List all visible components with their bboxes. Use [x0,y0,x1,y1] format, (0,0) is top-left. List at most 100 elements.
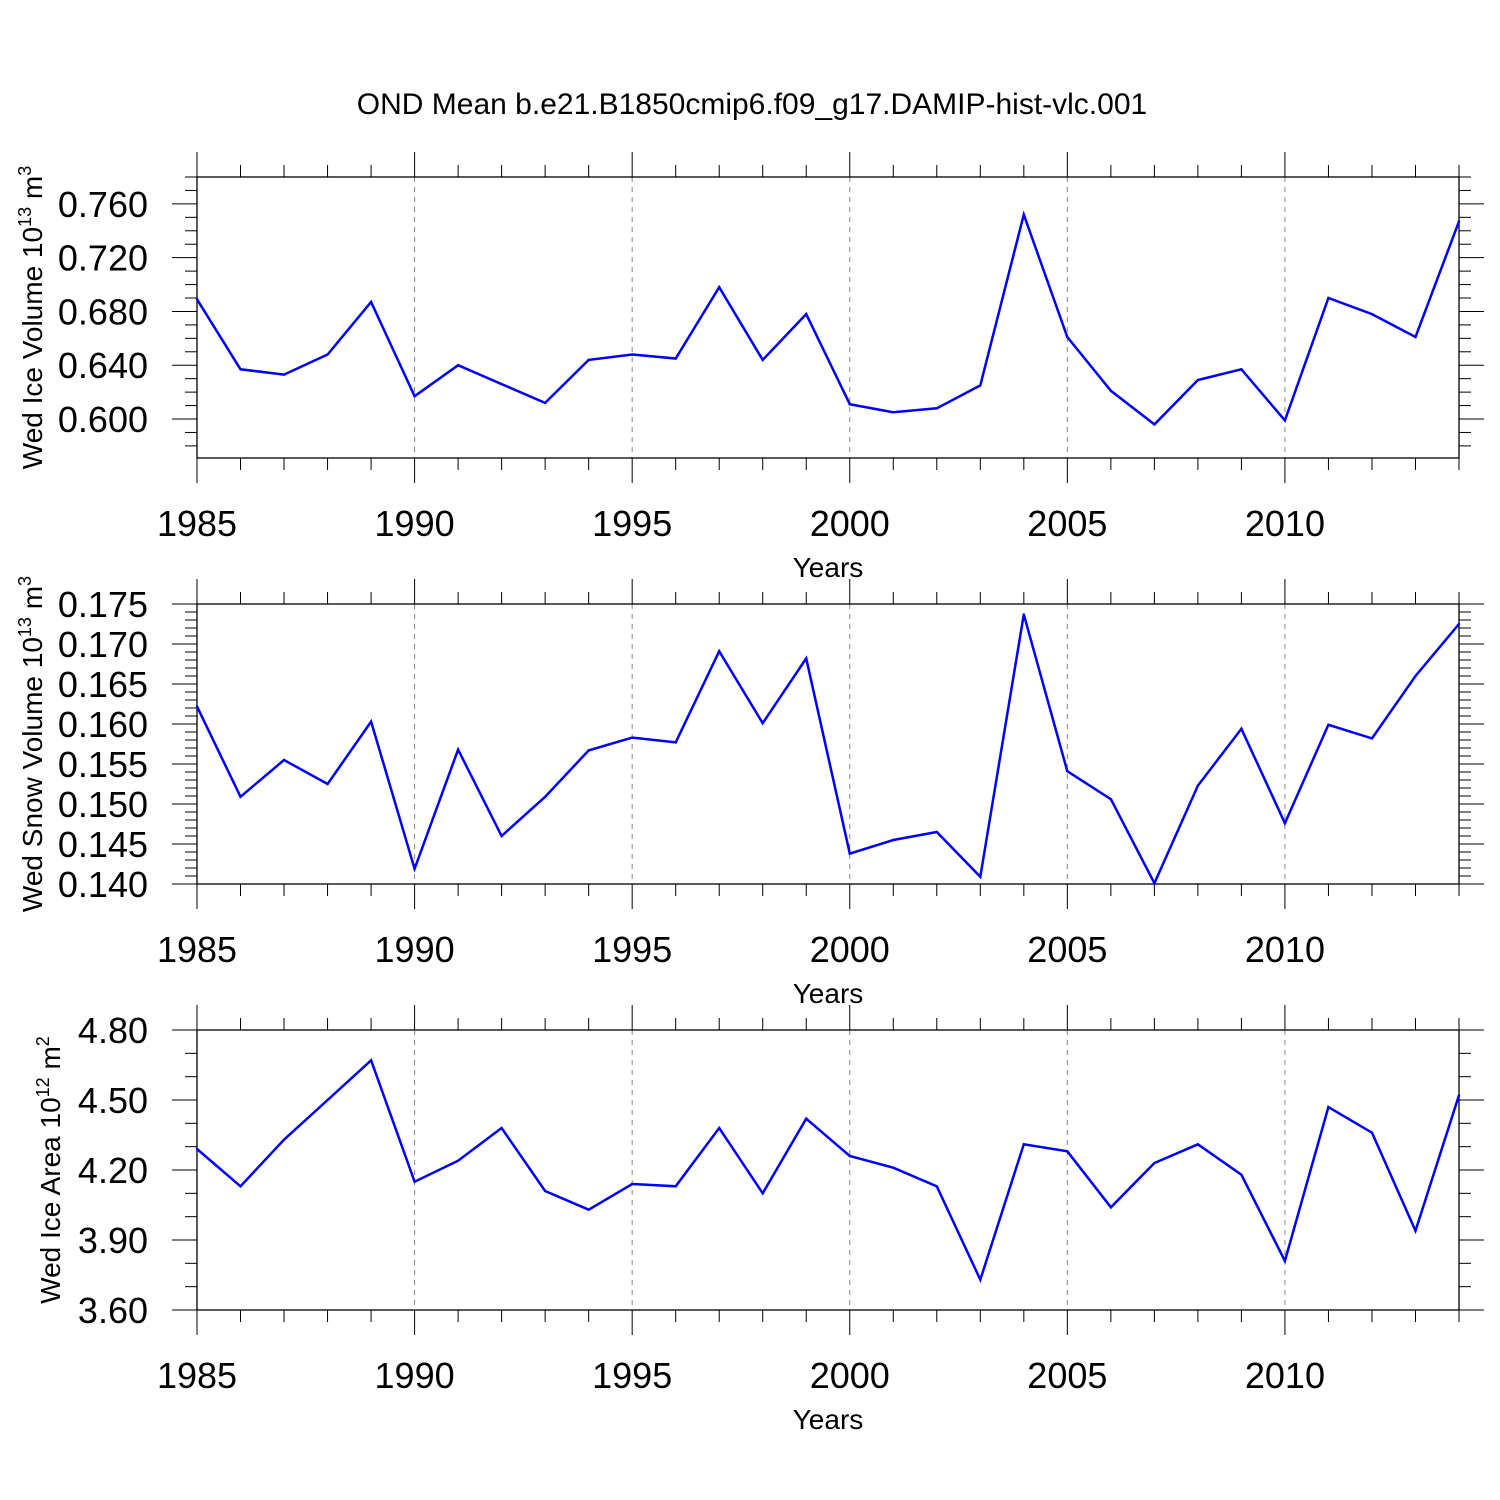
data-point [935,407,938,410]
series-line [196,1058,1461,1284]
data-point [1370,737,1374,740]
y-axis-title-unit: m [35,1046,66,1077]
data-point [848,852,851,855]
x-tick-label: 1995 [592,929,672,970]
data-point [1109,798,1113,801]
data-point [630,1182,634,1186]
data-point [195,1147,199,1151]
data-point [1022,1143,1026,1146]
x-tick-label: 2005 [1027,929,1107,970]
data-point [718,1126,721,1130]
y-tick-label: 0.160 [58,704,148,745]
data-point [1066,335,1069,339]
data-point [1240,368,1243,371]
data-point [587,1208,590,1211]
data-point [630,736,634,739]
x-tick-label: 2000 [810,929,890,970]
data-point [892,838,895,842]
data-point [456,1159,460,1162]
data-point [1327,723,1330,726]
data-point [1153,882,1156,885]
y-axis-title: Wed Ice Volume 1013 m3 [15,166,48,469]
y-tick-label: 0.640 [58,345,148,386]
y-tick-label: 0.175 [58,584,148,625]
y-tick-label: 0.140 [58,864,148,905]
y-tick-label: 0.155 [58,744,148,785]
data-point [1457,220,1461,223]
data-point [500,834,503,838]
figure-title: OND Mean b.e21.B1850cmip6.f09_g17.DAMIP-… [357,88,1147,121]
data-point [369,300,373,304]
data-point [282,373,286,376]
x-tick-label: 2000 [810,503,890,544]
x-tick-label: 2000 [810,1355,890,1396]
data-point [979,875,982,878]
data-point [413,394,416,398]
data-point [761,1192,764,1195]
data-point [282,758,286,762]
chart-panel-3: 3.60 3.90 4.20 4.50 4.80 1985 1990 1995 2000 2005… [33,1005,1484,1435]
x-tick-label: 1990 [375,503,455,544]
data-point [674,357,677,360]
chart-panel-1: 0.600 0.640 0.680 0.720 0.760 1985 1990 1995 200… [15,152,1484,583]
x-tick-label: 1990 [375,929,455,970]
data-point [848,1154,851,1158]
data-point [1196,378,1200,382]
x-tick-label: 2005 [1027,503,1107,544]
data-point [1457,1094,1461,1097]
data-point [1283,419,1287,422]
y-axis-title-exponent: 13 [15,207,35,227]
data-point [674,1185,677,1188]
data-point [239,1185,242,1188]
x-tick-label: 2010 [1245,503,1325,544]
data-point [282,1138,286,1141]
data-point [195,298,199,301]
data-point [1283,1259,1287,1263]
data-point [892,1166,895,1169]
y-tick-label: 0.145 [58,824,148,865]
y-tick-label: 0.170 [58,624,148,665]
data-point [805,657,808,660]
data-point [1240,727,1243,730]
data-point [500,382,503,386]
data-point [1414,674,1417,678]
y-tick-label: 0.680 [58,291,148,332]
data-point [1196,784,1200,787]
data-point [1022,213,1026,216]
y-tick-label: 0.165 [58,664,148,705]
y-axis-title-text: Wed Ice Area 10 [35,1097,66,1304]
x-tick-label: 1985 [157,503,237,544]
y-axis-title-exponent: 13 [15,617,35,637]
x-tick-label: 2005 [1027,1355,1107,1396]
data-point [326,1098,329,1102]
data-point [979,1278,982,1281]
y-axis-title-text: Wed Ice Volume 10 [17,227,48,469]
data-point [1153,423,1156,426]
x-tick-label: 1985 [157,1355,237,1396]
y-tick-label: 3.60 [78,1290,148,1331]
data-point [413,1180,416,1183]
y-tick-label: 4.50 [78,1080,148,1121]
y-tick-label: 4.80 [78,1010,148,1051]
y-axis-title-unit-exponent: 2 [33,1036,53,1046]
data-point [543,1189,547,1193]
data-point [892,411,895,414]
data-point [369,720,373,723]
data-point [1066,1150,1069,1153]
data-point [630,353,634,356]
x-tick-label: 1985 [157,929,237,970]
y-axis-title-unit: m [17,586,48,617]
data-point [1370,1131,1374,1134]
data-point [587,749,590,752]
data-point [1370,312,1374,316]
y-tick-label: 4.20 [78,1150,148,1191]
data-point [456,748,460,751]
data-point [326,353,329,356]
x-tick-label: 2010 [1245,929,1325,970]
y-axis-title: Wed Snow Volume 1013 m3 [15,576,48,912]
y-tick-label: 0.600 [58,399,148,440]
data-point [1109,1206,1113,1209]
data-point [1457,622,1461,626]
data-point [1327,1105,1330,1109]
y-tick-label: 0.720 [58,238,148,279]
